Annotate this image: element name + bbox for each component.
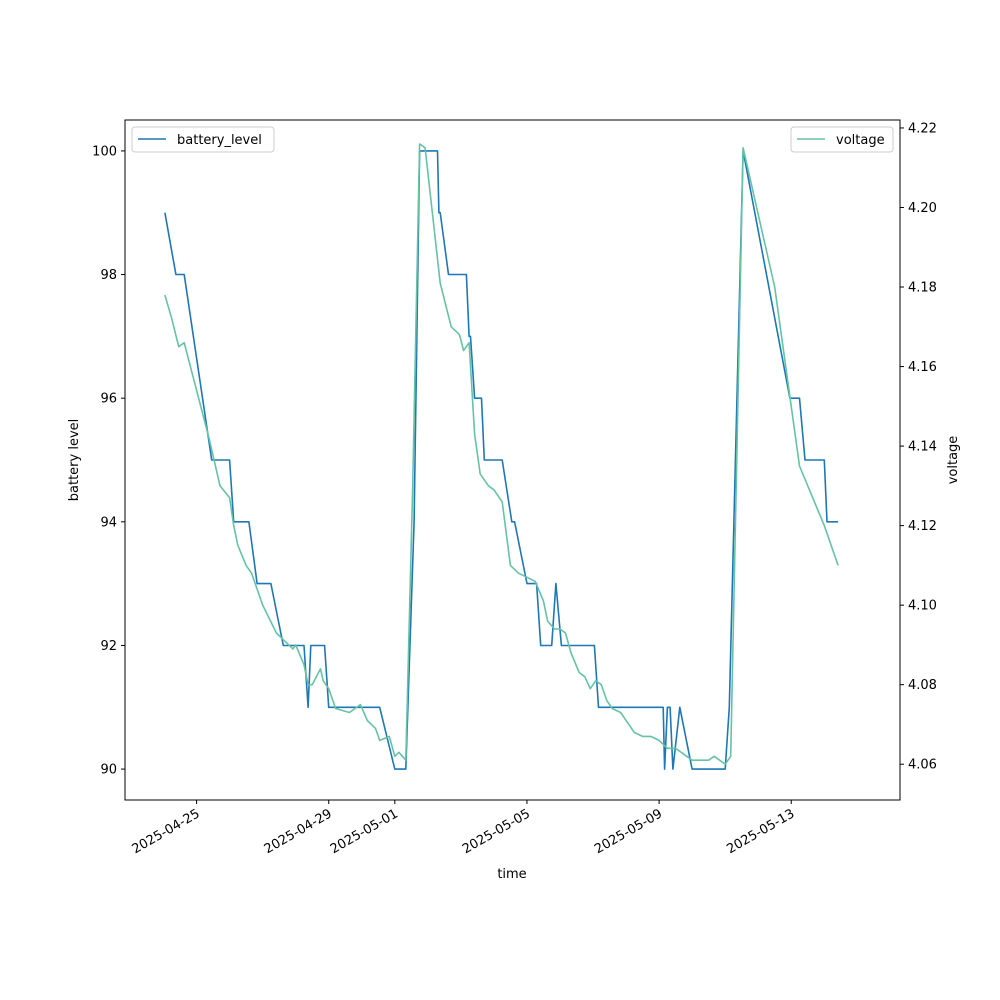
y-left-tick-label: 98 (100, 268, 117, 283)
y-left-tick-label: 100 (92, 144, 117, 159)
x-tick-label: 2025-04-25 (130, 806, 203, 857)
legend-left-frame (131, 126, 275, 153)
series-layer (164, 143, 839, 770)
series-line-voltage (164, 143, 839, 765)
y-right-tick-label: 4.20 (908, 201, 937, 216)
legend-right: voltage (790, 126, 894, 153)
plot-frame (124, 119, 901, 801)
plot-background (125, 120, 900, 800)
x-tick-label: 2025-05-13 (724, 806, 797, 857)
y-left-tick-label: 92 (100, 639, 117, 654)
legend-left: battery_level (131, 126, 275, 153)
y-right-tick-label: 4.22 (908, 121, 937, 136)
y-right-tick-label: 4.18 (908, 281, 937, 296)
x-tick-label: 2025-05-05 (460, 806, 533, 857)
x-axis-label: time (497, 867, 526, 882)
y-left-tick-label: 90 (100, 763, 117, 778)
y-axis-right-label: voltage (946, 436, 961, 485)
x-tick-label: 2025-05-09 (592, 806, 665, 857)
legend-label-battery-level: battery_level (177, 133, 262, 148)
y-axis-left-label: battery level (67, 419, 82, 502)
y-right-tick-label: 4.06 (908, 758, 937, 773)
legend-label-voltage: voltage (836, 133, 885, 148)
y-axis-right: 4.06 4.08 4.10 4.12 4.14 4.16 4.18 4.20 4.22 (900, 121, 937, 773)
x-tick-label: 2025-05-01 (328, 806, 401, 857)
y-right-tick-label: 4.10 (908, 599, 937, 614)
series-line-battery-level (164, 150, 839, 770)
y-right-tick-label: 4.08 (908, 678, 937, 693)
y-left-tick-label: 94 (100, 515, 117, 530)
y-right-tick-label: 4.12 (908, 519, 937, 534)
x-tick-label: 2025-04-29 (262, 806, 335, 857)
y-left-tick-label: 96 (100, 392, 117, 407)
legend-right-frame (790, 126, 894, 153)
y-axis-left: 90 92 94 96 98 100 (92, 144, 125, 778)
y-right-tick-label: 4.16 (908, 360, 937, 375)
plot-area (125, 120, 900, 800)
y-right-tick-label: 4.14 (908, 440, 937, 455)
